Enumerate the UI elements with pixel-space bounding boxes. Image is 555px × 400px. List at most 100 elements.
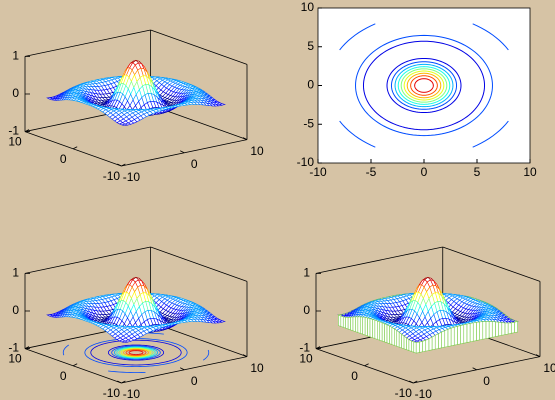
x-tick-label: 10 [250, 361, 264, 375]
axis-box-edge [315, 246, 443, 274]
curtain-cell [434, 333, 439, 350]
axes-2d: -10 -5 0 5 10 -10 -5 0 5 10 [297, 0, 537, 179]
y-tick-mark [315, 346, 321, 349]
curtain-cell [444, 328, 449, 348]
x-tick-mark [117, 163, 122, 167]
floor-contour [118, 347, 154, 358]
y-tick-label: 10 [8, 135, 22, 149]
curtain-cell [504, 322, 509, 336]
contour-line [406, 72, 442, 99]
x-tick-mark [117, 380, 122, 384]
curtain-cell [391, 326, 395, 346]
y-tick-label: -5 [303, 116, 314, 130]
floor-contour [62, 344, 70, 356]
mesh-cell [121, 123, 129, 126]
curtain-cell [401, 333, 405, 350]
axis-box-edge [442, 246, 541, 282]
curtain-cell [367, 317, 371, 338]
floor-contour [120, 348, 152, 358]
curtain-cell [340, 315, 344, 328]
curtain-cell [501, 322, 506, 336]
contour-line [410, 75, 438, 96]
curtain-cell [482, 321, 487, 340]
curtain-cell [411, 340, 415, 353]
curtain-cell [450, 326, 455, 347]
y-tick-mark [24, 129, 30, 132]
curtain-cell [413, 341, 417, 354]
curtain-cell [460, 324, 465, 345]
curtain-cell [485, 321, 490, 339]
floor-contour [125, 349, 147, 356]
contour-line [390, 61, 458, 110]
contour-line [472, 23, 509, 51]
curtain-cell [352, 316, 356, 333]
curtain-cell [408, 339, 412, 352]
curtain-cell [422, 339, 427, 353]
curtain-cell [463, 323, 468, 344]
curtain-cell [403, 335, 407, 351]
x-tick-mark [180, 367, 185, 371]
curtain-cell [425, 338, 430, 352]
z-tick-label: 1 [303, 266, 310, 280]
plot-area [318, 8, 530, 163]
y-tick-mark [121, 163, 126, 167]
curtain-cell [369, 318, 373, 339]
contour-line [394, 63, 454, 108]
floor-contour [107, 344, 165, 361]
contour-line [397, 66, 451, 105]
curtain-cell [479, 321, 484, 341]
curtain-cell [377, 320, 381, 341]
axis-box-edge [150, 29, 248, 65]
x-tick-mark [535, 354, 541, 357]
y-tick-mark [413, 380, 418, 384]
x-tick-label: -10 [309, 165, 327, 179]
curtain-cell [498, 321, 503, 337]
axis-box-edge [150, 246, 248, 282]
z-tick-label: -1 [299, 341, 310, 355]
contour-line [362, 40, 486, 131]
x-tick-label: 0 [483, 374, 490, 388]
curtain-cell [359, 316, 364, 335]
curtain-cell [431, 334, 436, 351]
floor-contour [116, 346, 156, 359]
curtain-cell [510, 321, 515, 334]
x-tick-label: 0 [191, 157, 198, 171]
x-tick-label: -10 [123, 387, 141, 400]
contour-line [403, 70, 445, 101]
curtain-cell [338, 314, 342, 327]
curtain-cell [453, 325, 458, 346]
curtain-cell [472, 322, 477, 342]
y-tick-label: 0 [60, 152, 67, 166]
contour-line [339, 120, 376, 148]
z-tick-label: -1 [8, 341, 19, 355]
axis-box-edge [315, 348, 414, 384]
curtain-cell [488, 321, 493, 339]
x-tick-label: 0 [191, 374, 198, 388]
y-tick-label: 0 [351, 369, 358, 383]
curtain-cell [381, 322, 385, 343]
contour-line [386, 57, 462, 114]
x-tick-label: 10 [250, 144, 264, 158]
curtain-cell [355, 316, 359, 333]
x-tick-label: 5 [474, 165, 481, 179]
x-tick-label: -5 [366, 165, 377, 179]
z-tick-label: -1 [8, 124, 19, 138]
curtain-cell [396, 329, 400, 348]
curtain-cell [457, 325, 461, 345]
curtain-cell [372, 318, 376, 339]
curtain-cell [491, 321, 496, 338]
curtain-cell [350, 316, 354, 332]
curtain-cell [447, 327, 452, 347]
curtain-cell [514, 320, 518, 334]
x-tick-mark [242, 137, 248, 140]
curtain-cell [495, 321, 499, 337]
curtain-cell [384, 323, 388, 344]
curtain-cell [347, 316, 351, 331]
y-tick-label: -10 [395, 386, 413, 400]
curtain-cell [415, 341, 420, 354]
curtain-cell [345, 316, 349, 330]
y-tick-mark [24, 346, 30, 349]
